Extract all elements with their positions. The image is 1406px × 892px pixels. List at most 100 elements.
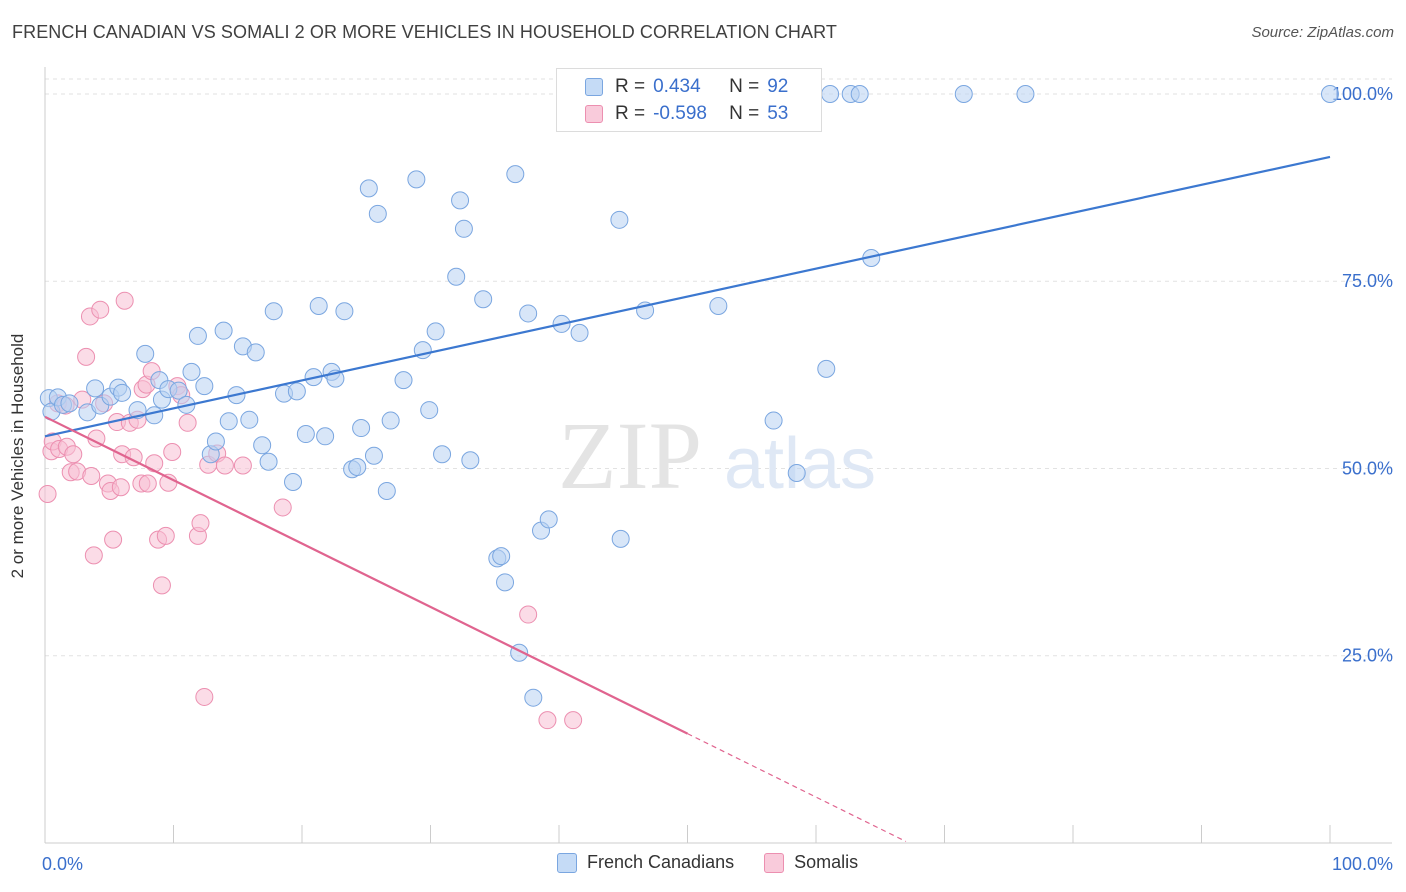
french-canadian-point	[60, 394, 79, 413]
series-swatch-blue	[557, 852, 577, 873]
french-canadian-point	[284, 472, 303, 491]
legend-r-value: -0.598	[653, 103, 707, 124]
french-canadian-point	[214, 321, 233, 340]
french-canadian-point	[492, 547, 511, 566]
french-canadian-point	[195, 377, 214, 396]
french-canadian-point	[570, 323, 589, 342]
somali-point	[191, 514, 210, 533]
somali-point	[215, 456, 234, 475]
french-canadian-point	[253, 436, 272, 455]
french-canadian-point	[954, 84, 973, 103]
french-canadian-trend-line	[44, 155, 1331, 438]
french-canadian-point	[821, 84, 840, 103]
series-legend-item-somalis: Somalis	[764, 852, 858, 873]
somali-point	[519, 605, 538, 624]
french-canadian-point	[447, 267, 466, 286]
somali-point	[178, 413, 197, 432]
series-legend-item-french-canadians: French Canadians	[557, 852, 734, 873]
legend-swatch-blue	[585, 78, 603, 96]
french-canadian-point	[287, 382, 306, 401]
french-canadian-point	[136, 344, 155, 363]
french-canadian-point	[454, 219, 473, 238]
french-canadian-point	[188, 326, 207, 345]
french-canadian-point	[420, 401, 439, 420]
legend-n-label: N =	[729, 103, 760, 124]
somali-point	[564, 711, 583, 730]
french-canadian-point	[381, 411, 400, 430]
somali-point	[152, 576, 171, 595]
french-canadian-point	[610, 210, 629, 229]
french-canadian-point	[169, 381, 188, 400]
y-axis-label: 2 or more Vehicles in Household	[8, 333, 27, 579]
x-tick-label: 100.0%	[1332, 854, 1393, 874]
french-canadian-point	[182, 362, 201, 381]
french-canadian-point	[113, 383, 132, 402]
somali-point	[233, 456, 252, 475]
french-canadian-point	[474, 290, 493, 309]
somali-point	[195, 687, 214, 706]
stats-legend: R = 0.434 N = 92 R = -0.598 N = 53	[556, 68, 822, 132]
x-tick-label: 0.0%	[42, 854, 83, 874]
somali-point	[111, 478, 130, 497]
watermark-zip: ZIP	[558, 402, 702, 509]
french-canadian-point	[850, 84, 869, 103]
french-canadian-point	[764, 411, 783, 430]
somali-trend-line	[44, 415, 688, 735]
somali-point	[104, 530, 123, 549]
chart-title: FRENCH CANADIAN VS SOMALI 2 OR MORE VEHI…	[12, 22, 837, 42]
french-canadian-point	[206, 432, 225, 451]
french-canadian-point	[259, 452, 278, 471]
french-canadian-point	[611, 529, 630, 548]
french-canadian-point	[86, 379, 105, 398]
y-tick-label: 100.0%	[1332, 84, 1393, 104]
french-canadian-point	[496, 573, 515, 592]
french-canadian-point	[433, 445, 452, 464]
series-label: Somalis	[794, 852, 859, 872]
somali-point	[145, 454, 164, 473]
french-canadian-point	[309, 296, 328, 315]
french-canadian-point	[709, 296, 728, 315]
somali-point	[156, 526, 175, 545]
french-canadian-point	[240, 410, 259, 429]
french-canadian-point	[506, 165, 525, 184]
series-swatch-pink	[764, 852, 785, 873]
y-tick-label: 50.0%	[1342, 458, 1393, 478]
french-canadian-point	[461, 451, 480, 470]
french-canadian-point	[348, 457, 367, 476]
french-canadian-point	[426, 322, 445, 341]
legend-swatch-pink	[585, 105, 603, 123]
legend-n-label: N =	[729, 76, 760, 97]
legend-n-value: 92	[767, 76, 789, 97]
legend-n-value: 53	[767, 103, 789, 124]
legend-r-label: R =	[615, 76, 646, 97]
french-canadian-point	[817, 359, 836, 378]
legend-r-value: 0.434	[653, 76, 701, 97]
somali-point	[82, 466, 101, 485]
french-canadian-point	[539, 510, 558, 529]
series-legend: French Canadians Somalis	[557, 852, 888, 873]
legend-r-label: R =	[615, 103, 646, 124]
legend-row-somalis: R = -0.598 N = 53	[585, 102, 788, 126]
french-canadian-point	[519, 304, 538, 323]
somali-point	[273, 498, 292, 517]
french-canadian-point	[352, 419, 371, 438]
french-canadian-point	[364, 446, 383, 465]
french-canadian-point	[335, 302, 354, 321]
somali-point	[138, 474, 157, 493]
y-tick-label: 75.0%	[1342, 271, 1393, 291]
french-canadian-point	[296, 425, 315, 444]
french-canadian-point	[451, 191, 470, 210]
somali-point	[84, 546, 103, 565]
french-canadian-point	[524, 688, 543, 707]
french-canadian-point	[264, 302, 283, 321]
french-canadian-point	[145, 406, 164, 425]
french-canadian-point	[787, 463, 806, 482]
somali-point	[163, 443, 182, 462]
french-canadian-point	[246, 343, 265, 362]
somali-point	[115, 291, 134, 310]
french-canadian-point	[1016, 84, 1035, 103]
french-canadian-point	[359, 179, 378, 198]
somali-point	[77, 347, 96, 366]
french-canadian-point	[316, 427, 335, 446]
